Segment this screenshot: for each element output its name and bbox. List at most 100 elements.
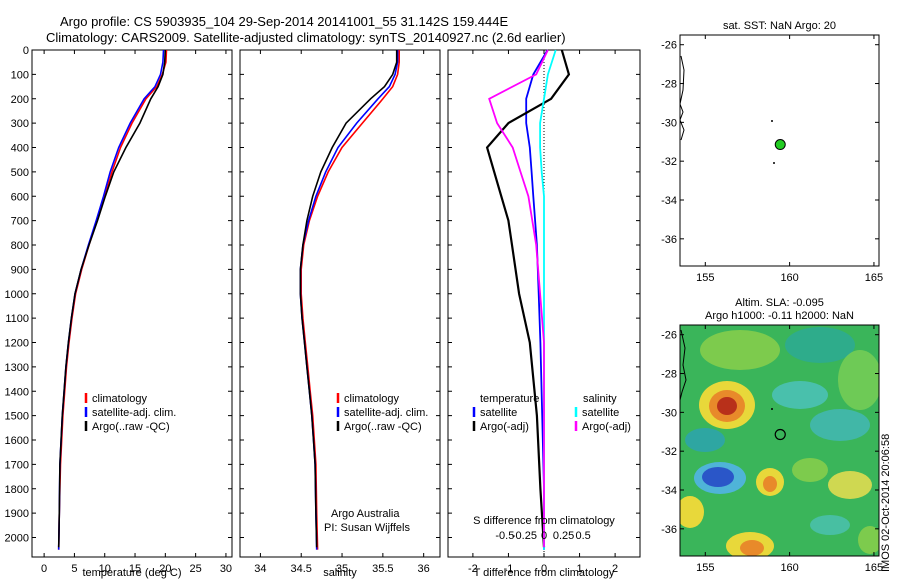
annotation-pi: PI: Susan Wijffels <box>324 522 410 534</box>
sla-heatmap <box>680 325 879 556</box>
legend-entry: satellite-adj. clim. <box>344 407 428 419</box>
series-line-argo-adj- <box>485 49 571 548</box>
temperature-xlabel: temperature (deg C) <box>82 567 181 579</box>
x-tick-label-s: -0.5 <box>495 530 514 542</box>
x-tick-label: 34.5 <box>291 563 312 575</box>
legend-entry: Argo(-adj) <box>582 421 631 433</box>
map-y-tick-label: -26 <box>661 40 677 52</box>
map-y-tick-label: -28 <box>661 79 677 91</box>
legend-entry: Argo(..raw -QC) <box>344 421 422 433</box>
map-y-tick-label: -36 <box>661 234 677 246</box>
series-line-argo-raw-qc- <box>57 49 167 548</box>
x-tick-label-s: 0 <box>541 530 547 542</box>
legend-entry: Argo(-adj) <box>480 421 529 433</box>
x-tick-label: 15 <box>129 563 141 575</box>
legend-entry: satellite <box>582 407 619 419</box>
coastline <box>679 55 685 141</box>
map-sla-title: Argo h1000: -0.11 h2000: NaN <box>705 310 854 322</box>
y-tick-label: 2000 <box>5 533 29 545</box>
series-line-satellite <box>525 49 549 550</box>
map-y-tick-label: -30 <box>661 407 677 419</box>
y-tick-label: 500 <box>11 167 29 179</box>
y-tick-label: 200 <box>11 94 29 106</box>
series-line-satellite <box>539 49 557 550</box>
map-x-tick-label: 165 <box>865 562 883 574</box>
map-x-tick-label: 155 <box>696 272 714 284</box>
y-tick-label: 1000 <box>5 289 29 301</box>
y-tick-label: 600 <box>11 191 29 203</box>
x-tick-label: 20 <box>159 563 171 575</box>
y-tick-label: 800 <box>11 240 29 252</box>
map-y-tick-label: -32 <box>661 446 677 458</box>
y-tick-label: 1400 <box>5 386 29 398</box>
y-tick-label: 1300 <box>5 362 29 374</box>
title-line-2: Climatology: CARS2009. Satellite-adjuste… <box>46 30 566 45</box>
x-tick-label: -2 <box>468 563 478 575</box>
legend-entry: Argo(..raw -QC) <box>92 421 170 433</box>
island-dot <box>771 408 773 410</box>
y-tick-label: 100 <box>11 69 29 81</box>
map-sla-title-axes <box>679 324 880 557</box>
annotation-argo-australia: Argo Australia <box>331 508 400 520</box>
x-tick-label: 1 <box>576 563 582 575</box>
x-tick-label-s: -0.25 <box>512 530 537 542</box>
map-x-tick-label: 160 <box>780 562 798 574</box>
argo-float-marker <box>774 428 786 441</box>
legend-entry: satellite <box>480 407 517 419</box>
legend-title-salinity: salinity <box>583 393 617 405</box>
y-tick-label: 900 <box>11 264 29 276</box>
x-tick-label: 34 <box>254 563 266 575</box>
salinity-xlabel: salinity <box>323 567 357 579</box>
map-x-tick-label: 160 <box>780 272 798 284</box>
y-tick-label: 1200 <box>5 338 29 350</box>
map-y-tick-label: -26 <box>661 330 677 342</box>
y-tick-label: 300 <box>11 118 29 130</box>
difference-xlabel-top: S difference from climatology <box>473 515 615 527</box>
argo-float-marker <box>774 139 786 151</box>
x-tick-label: 10 <box>99 563 111 575</box>
x-tick-label: 5 <box>71 563 77 575</box>
salinity-axes <box>239 49 441 558</box>
y-tick-label: 1100 <box>5 313 29 325</box>
y-tick-label: 1600 <box>5 435 29 447</box>
x-tick-label: 0 <box>41 563 47 575</box>
difference-xlabel: T difference from climatology <box>474 567 615 579</box>
map-y-tick-label: -36 <box>661 524 677 536</box>
y-tick-label: 1800 <box>5 484 29 496</box>
legend-title-temperature: temperature <box>480 393 539 405</box>
map-y-tick-label: -30 <box>661 117 677 129</box>
series-line-argo-raw-qc- <box>299 50 398 548</box>
y-tick-label: 0 <box>23 45 29 57</box>
map-y-tick-label: -28 <box>661 369 677 381</box>
island-dot <box>773 162 775 164</box>
y-tick-label: 1500 <box>5 411 29 423</box>
map-sst-title: sat. SST: NaN Argo: 20 <box>723 20 836 32</box>
x-tick-label: -1 <box>504 563 514 575</box>
y-tick-label: 400 <box>11 143 29 155</box>
x-tick-label: 30 <box>220 563 232 575</box>
y-tick-label: 1900 <box>5 508 29 520</box>
map-x-tick-label: 165 <box>865 272 883 284</box>
x-tick-label: 2 <box>612 563 618 575</box>
map-y-tick-label: -32 <box>661 156 677 168</box>
map-sla-title: Altim. SLA: -0.095 <box>735 297 824 309</box>
title-line-1: Argo profile: CS 5903935_104 29-Sep-2014… <box>60 14 509 29</box>
temperature-axes <box>31 49 233 558</box>
x-tick-label-s: 0.5 <box>575 530 590 542</box>
legend-entry: climatology <box>344 393 400 405</box>
y-tick-label: 700 <box>11 216 29 228</box>
x-tick-label: 35.5 <box>372 563 393 575</box>
map-x-tick-label: 155 <box>696 562 714 574</box>
map-y-tick-label: -34 <box>661 195 677 207</box>
imos-timestamp: IMOS 02-Oct-2014 20:06:58 <box>880 433 892 572</box>
x-tick-label-s: 0.25 <box>553 530 574 542</box>
x-tick-label: 36 <box>418 563 430 575</box>
x-tick-label: 35 <box>336 563 348 575</box>
map-sst-title-axes <box>679 34 880 267</box>
island-dot <box>771 120 773 122</box>
series-line-argo-adj- <box>488 49 549 548</box>
x-tick-label: 25 <box>190 563 202 575</box>
legend-entry: climatology <box>92 393 148 405</box>
x-tick-label: 0 <box>541 563 547 575</box>
